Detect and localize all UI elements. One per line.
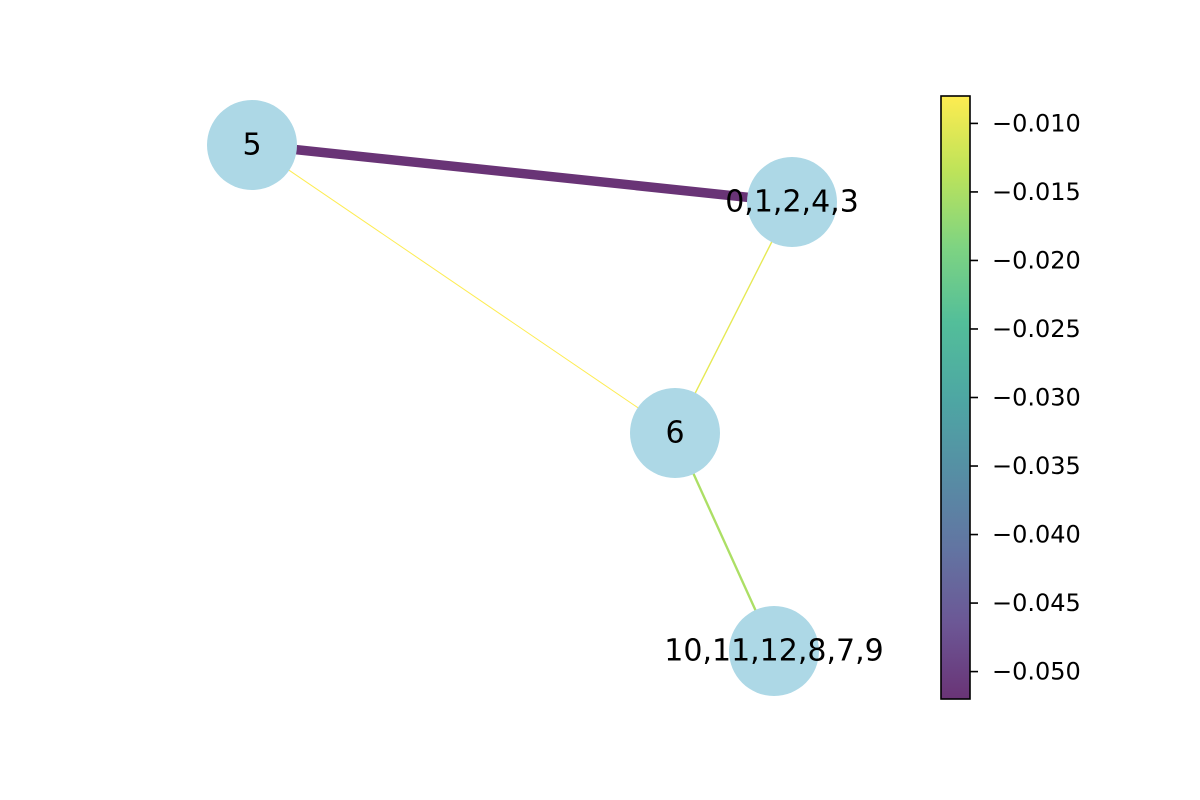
node-n6 (630, 388, 720, 478)
edge-n5-n6 (251, 144, 676, 434)
colorbar-tick-label: −0.025 (992, 315, 1081, 343)
edges-layer (251, 140, 793, 652)
nodes-layer: 5 0,1,2,4,3 6 10,11,12,8,7,9 (207, 100, 884, 696)
node-label-nA: 0,1,2,4,3 (725, 185, 859, 220)
colorbar-tick-label: −0.040 (992, 521, 1081, 549)
colorbar-tick-label: −0.035 (992, 452, 1081, 480)
colorbar-tick-label: −0.010 (992, 109, 1081, 137)
node-label-n5: 5 (242, 128, 261, 163)
edge-n5-nA (251, 140, 793, 207)
node-label-nB: 10,11,12,8,7,9 (664, 634, 883, 669)
colorbar-ticks: −0.010 −0.015 −0.020 −0.025 −0.030 −0.035 −0.0… (970, 109, 1081, 686)
node-n5 (207, 100, 297, 190)
colorbar-tick-label: −0.050 (992, 658, 1081, 686)
colorbar: −0.010 −0.015 −0.020 −0.025 −0.030 −0.035 −0.0… (940, 95, 1081, 700)
colorbar-tick-label: −0.015 (992, 178, 1081, 206)
node-nB (729, 606, 819, 696)
colorbar-tick-label: −0.045 (992, 589, 1081, 617)
colorbar-tick-label: −0.020 (992, 246, 1081, 274)
colorbar-tick-label: −0.030 (992, 384, 1081, 412)
node-label-n6: 6 (665, 416, 684, 451)
colorbar-gradient (941, 96, 970, 699)
node-nA (747, 157, 837, 247)
